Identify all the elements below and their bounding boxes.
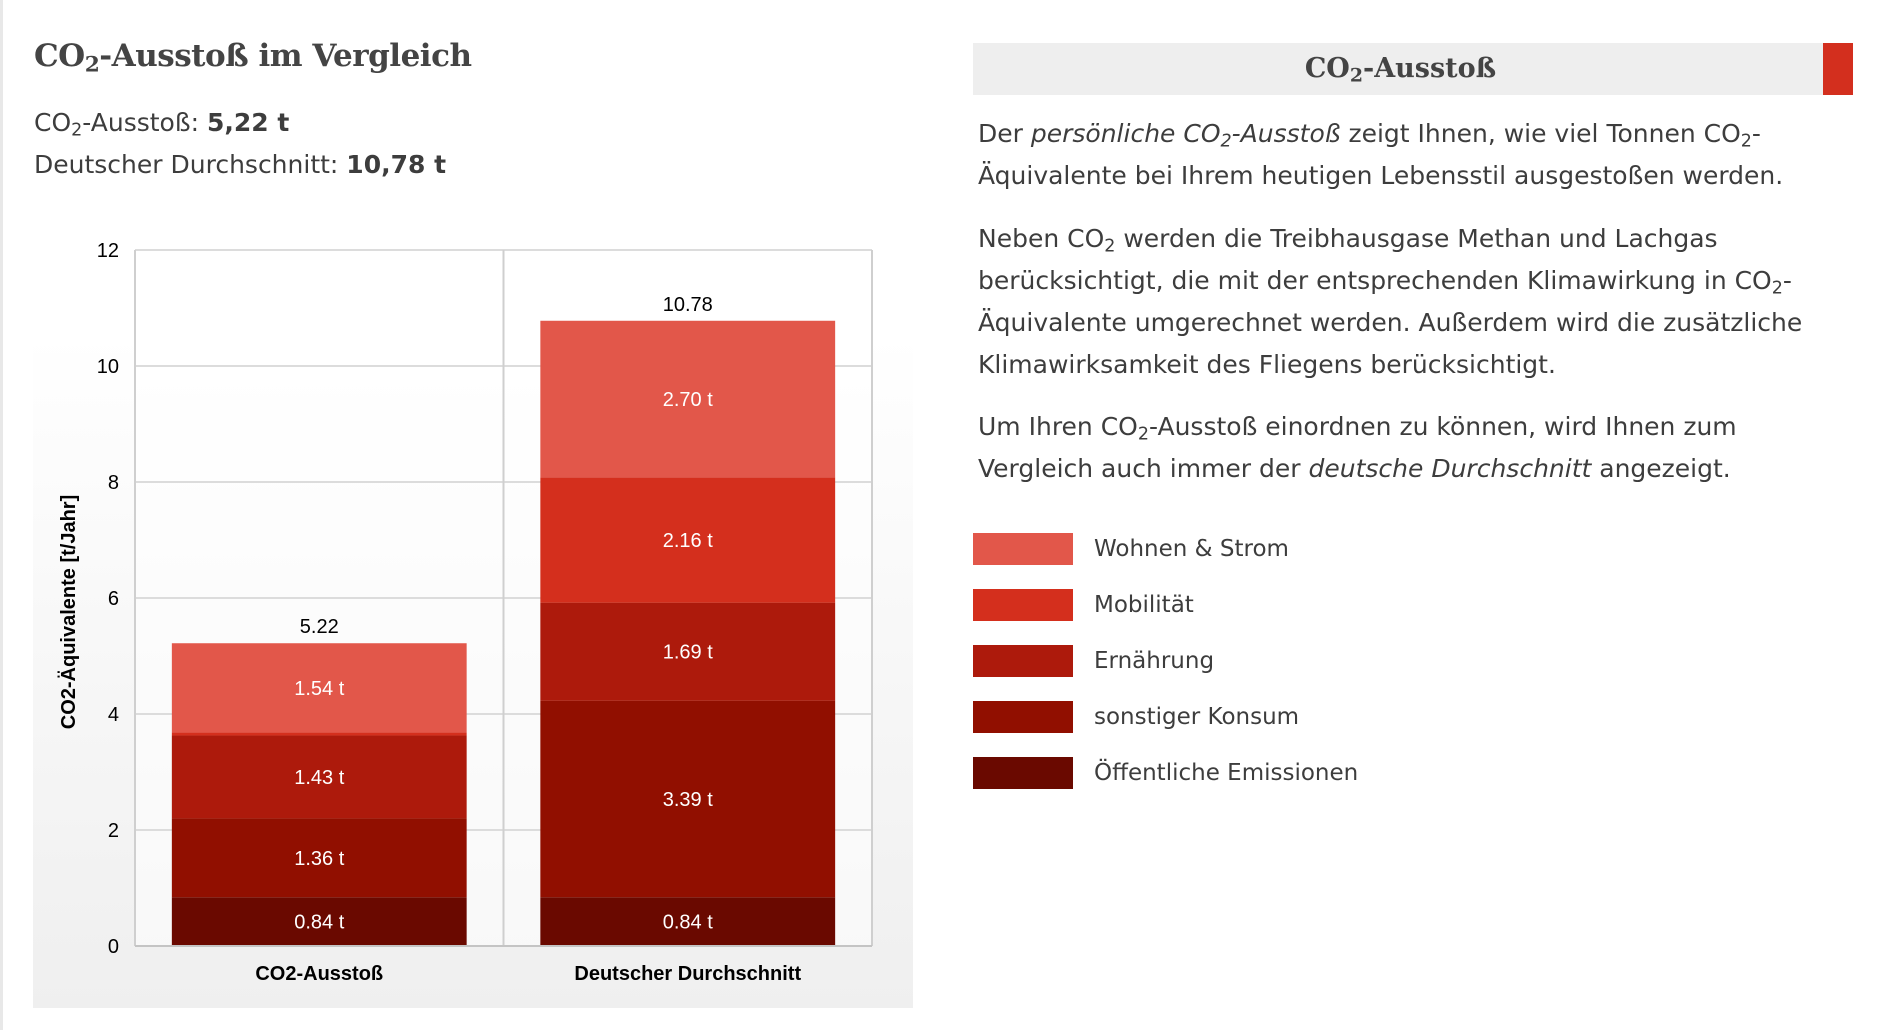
subscript: 2 — [1220, 131, 1232, 152]
y-tick-label: 6 — [108, 588, 119, 610]
segment-label: 2.16 t — [663, 530, 713, 552]
x-category-label: Deutscher Durchschnitt — [574, 963, 801, 985]
legend-swatch — [973, 757, 1073, 789]
text: zeigt Ihnen, wie viel Tonnen CO — [1340, 119, 1741, 148]
bar-segment — [171, 897, 467, 946]
bar-segment — [171, 643, 467, 733]
summary-subscript: 2 — [71, 120, 83, 141]
bar-segment — [540, 700, 836, 898]
legend-label: Wohnen & Strom — [1094, 536, 1289, 562]
legend-item: sonstiger Konsum — [973, 701, 1358, 733]
legend-item: Wohnen & Strom — [973, 533, 1358, 565]
bars: 0.84 t 1.36 t 1.43 t 1.54 t 5.22 0.84 t 3.39 t… — [171, 294, 836, 946]
subscript: 2 — [1137, 424, 1149, 445]
legend-swatch — [973, 701, 1073, 733]
legend-label: Ernährung — [1094, 648, 1215, 674]
text-em: -Ausstoß — [1231, 119, 1341, 148]
axes: 0 2 4 6 8 10 12 CO2-Ausstoß Deutscher Durchschni… — [97, 240, 873, 985]
legend-swatch — [973, 645, 1073, 677]
summary-label-rest: -Ausstoß: — [82, 108, 207, 137]
legend-label: Öffentliche Emissionen — [1094, 760, 1359, 786]
info-paragraph-3: Um Ihren CO2-Ausstoß einordnen zu können… — [978, 406, 1858, 490]
summary-label: CO — [34, 108, 72, 137]
y-axis-label: CO2-Äquivalente [t/Jahr] — [57, 495, 80, 729]
y-tick-label: 2 — [108, 820, 119, 842]
segment-label: 0.84 t — [294, 912, 344, 934]
y-tick-label: 8 — [108, 472, 119, 494]
page-left-edge — [0, 0, 3, 1030]
chart-legend: Wohnen & Strom Mobilität Ernährung sonst… — [973, 533, 1358, 813]
segment-label: 0.84 t — [663, 912, 713, 934]
legend-swatch — [973, 533, 1073, 565]
y-tick-label: 12 — [97, 240, 119, 262]
title-text: CO — [34, 38, 85, 74]
text: -Äquivalente bei Ihrem heutigen Lebensst… — [978, 119, 1784, 190]
title-text-rest: -Ausstoß im Vergleich — [99, 38, 472, 74]
bar-total-label: 5.22 — [300, 616, 339, 638]
subscript: 2 — [1104, 236, 1116, 257]
bar-segment — [540, 897, 836, 946]
segment-label: 3.39 t — [663, 789, 713, 811]
title-subscript: 2 — [84, 52, 100, 78]
segment-label: 1.43 t — [294, 767, 344, 789]
bar-segment — [540, 602, 836, 701]
text: angezeigt. — [1591, 454, 1731, 483]
segment-label: 1.54 t — [294, 678, 344, 700]
segment-label: 1.36 t — [294, 848, 344, 870]
legend-swatch — [973, 589, 1073, 621]
text: Neben CO — [978, 224, 1105, 253]
summary-label: Deutscher Durchschnitt: — [34, 150, 347, 179]
subscript: 2 — [1740, 131, 1752, 152]
legend-label: Mobilität — [1094, 592, 1194, 618]
bar-segment — [171, 735, 467, 819]
legend-item: Ernährung — [973, 645, 1358, 677]
info-paragraph-2: Neben CO2 werden die Treibhausgase Metha… — [978, 218, 1858, 386]
text-em: persönliche CO — [1030, 119, 1221, 148]
text: -Äquivalente umgerechnet werden. Außerde… — [978, 266, 1803, 379]
legend-item: Mobilität — [973, 589, 1358, 621]
header-subscript: 2 — [1349, 64, 1363, 87]
segment-label: 2.70 t — [663, 389, 713, 411]
y-tick-label: 10 — [97, 356, 119, 378]
text: werden die Treibhausgase Methan und Lach… — [978, 224, 1772, 295]
chart-container: 0.84 t 1.36 t 1.43 t 1.54 t 5.22 0.84 t 3.39 t… — [33, 215, 913, 1008]
text: -Ausstoß einordnen zu können, wird Ihnen… — [978, 412, 1737, 483]
bar-segment — [171, 732, 467, 736]
bar-segment — [171, 818, 467, 898]
info-header: CO2-Ausstoß — [973, 43, 1828, 95]
bar-segment — [540, 320, 836, 478]
y-tick-label: 0 — [108, 936, 119, 958]
bar-total-label: 10.78 — [663, 294, 713, 316]
text-em: deutsche Durchschnitt — [1308, 454, 1592, 483]
header-accent-bar — [1823, 43, 1853, 95]
text: Um Ihren CO — [978, 412, 1138, 441]
x-category-label: CO2-Ausstoß — [255, 963, 383, 985]
summary-german-average: Deutscher Durchschnitt: 10,78 t — [34, 150, 446, 179]
summary-value: 10,78 t — [346, 150, 447, 179]
subscript: 2 — [1771, 278, 1783, 299]
info-paragraph-1: Der persönliche CO2-Ausstoß zeigt Ihnen,… — [978, 113, 1858, 197]
legend-label: sonstiger Konsum — [1094, 704, 1300, 730]
page-title: CO2-Ausstoß im Vergleich — [34, 38, 472, 78]
summary-own-emission: CO2-Ausstoß: 5,22 t — [34, 108, 290, 141]
stacked-bar-chart: 0.84 t 1.36 t 1.43 t 1.54 t 5.22 0.84 t 3.39 t… — [57, 240, 873, 985]
y-tick-label: 4 — [108, 704, 119, 726]
segment-label: 1.69 t — [663, 642, 713, 664]
header-text-rest: -Ausstoß — [1362, 53, 1497, 84]
summary-value: 5,22 t — [206, 108, 290, 137]
bar-segment — [540, 477, 836, 603]
legend-item: Öffentliche Emissionen — [973, 757, 1358, 789]
header-text: CO — [1304, 53, 1350, 84]
text: Der — [978, 119, 1031, 148]
